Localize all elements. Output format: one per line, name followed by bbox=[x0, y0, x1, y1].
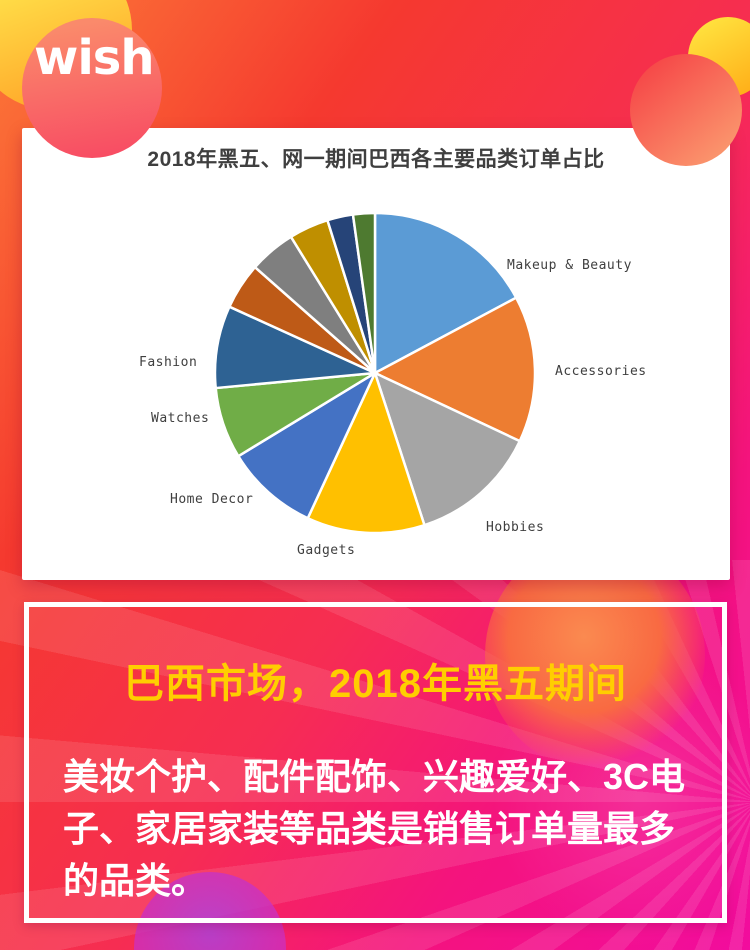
pie-label-accessories: Accessories bbox=[555, 364, 647, 379]
pie-label-fashion: Fashion bbox=[139, 355, 198, 370]
chart-card bbox=[22, 128, 730, 580]
chart-title: 2018年黑五、网一期间巴西各主要品类订单占比 bbox=[147, 148, 605, 171]
pie-label-gadgets: Gadgets bbox=[297, 543, 356, 558]
pie-label-hobbies: Hobbies bbox=[486, 520, 545, 535]
callout-heading: 巴西市场，2018年黑五期间 bbox=[124, 662, 627, 706]
callout-box: 巴西市场，2018年黑五期间 美妆个护、配件配饰、兴趣爱好、3C电子、家居家装等… bbox=[24, 602, 727, 923]
wish-logo: wish bbox=[34, 30, 155, 86]
callout-body: 美妆个护、配件配饰、兴趣爱好、3C电子、家居家装等品类是销售订单量最多的品类。 bbox=[63, 756, 686, 901]
pie-label-makeup-beauty: Makeup & Beauty bbox=[507, 258, 632, 273]
pie-label-watches: Watches bbox=[151, 411, 210, 426]
decor-circle-salmon-top-right bbox=[630, 54, 742, 166]
pie-label-home-decor: Home Decor bbox=[170, 492, 254, 507]
decor-circle-salmon-top-left bbox=[22, 18, 162, 158]
